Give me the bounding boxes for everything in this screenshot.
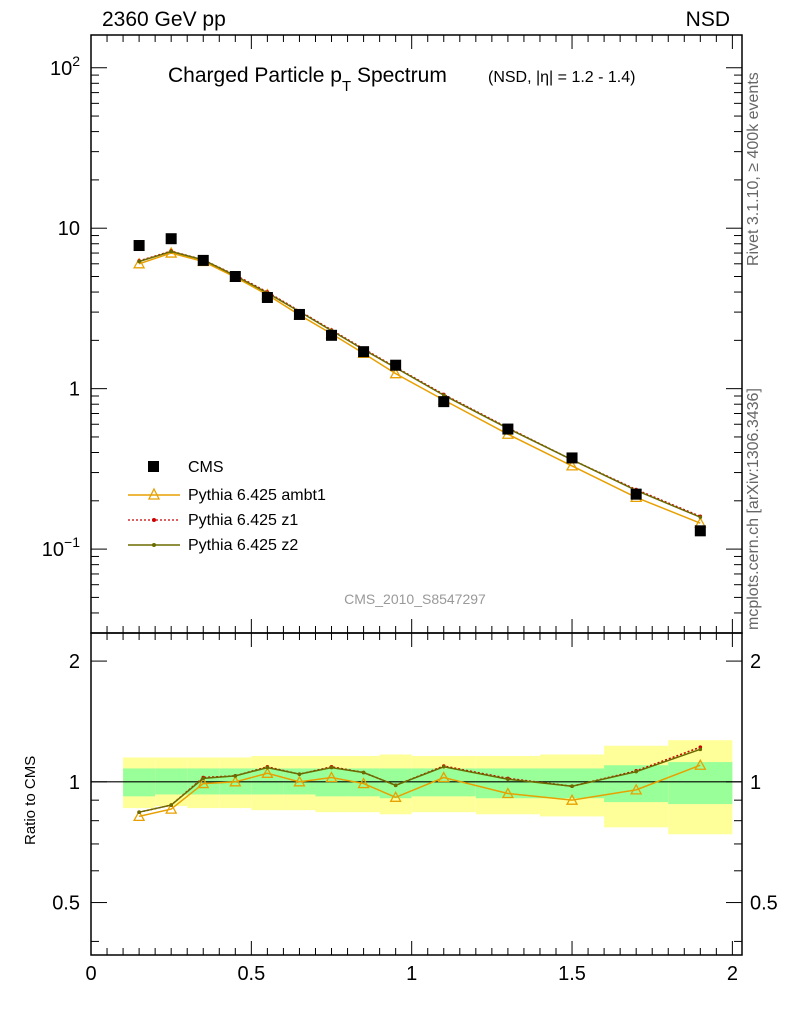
ratio-point-series-2 — [265, 765, 270, 770]
ratio-band-inner — [668, 762, 733, 805]
ratio-series-curves — [132, 745, 707, 822]
main-point-series-2 — [137, 259, 141, 264]
main-curve-series-0 — [138, 252, 701, 524]
ratio-y-axis-label: Ratio to CMS — [22, 755, 39, 845]
legend-z1-label: Pythia 6.425 z1 — [188, 512, 298, 529]
ratio-y-tick-label-right: 2 — [750, 651, 761, 673]
ratio-curve-series-2 — [138, 748, 701, 813]
ratio-y-tick-label-left: 0.5 — [52, 893, 80, 915]
legend-z2-marker — [152, 543, 156, 547]
ratio-point-series-2 — [393, 783, 398, 788]
x-tick-label: 0.5 — [237, 963, 265, 985]
title-subscript: T — [342, 78, 351, 95]
ratio-band-inner — [379, 768, 412, 799]
legend: CMS Pythia 6.425 ambt1 Pythia 6.425 z1 P… — [128, 459, 326, 554]
header-left: 2360 GeV pp — [102, 8, 226, 31]
x-tick-label: 1.5 — [558, 963, 586, 985]
cms-point — [502, 423, 514, 435]
cms-point — [326, 329, 338, 341]
main-curve-series-1 — [138, 250, 701, 518]
cms-point — [229, 271, 241, 283]
ratio-point-series-0 — [229, 775, 242, 787]
x-tick-label: 2 — [727, 963, 738, 985]
cms-point — [133, 240, 145, 252]
y-tick-label: 10 — [58, 218, 80, 240]
ratio-point-series-0 — [630, 783, 643, 795]
ratio-y-tick-label-left: 1 — [69, 772, 80, 794]
ratio-point-series-0 — [357, 777, 370, 789]
ratio-point-series-2 — [698, 747, 703, 752]
ratio-point-series-0 — [165, 802, 178, 814]
cms-point — [197, 254, 209, 266]
watermark: CMS_2010_S8547297 — [344, 591, 486, 607]
main-curve-series-2 — [138, 250, 701, 518]
legend-ambt1-label: Pythia 6.425 ambt1 — [188, 487, 326, 504]
ratio-point-series-2 — [634, 769, 638, 774]
cms-data-points — [133, 233, 706, 537]
ratio-plot-frame — [90, 632, 743, 956]
ratio-point-series-0 — [694, 758, 707, 770]
main-point-series-0 — [389, 367, 402, 379]
ratio-point-series-2 — [506, 777, 510, 782]
ratio-y-tick-label-right: 0.5 — [750, 893, 778, 915]
ratio-point-series-2 — [233, 774, 238, 778]
ratio-y-tick-label-right: 1 — [750, 772, 761, 794]
x-tick-label: 1 — [406, 963, 417, 985]
main-point-series-0 — [565, 459, 579, 471]
ratio-point-series-2 — [570, 784, 574, 789]
chart-title: Charged Particle pT Spectrum — [168, 64, 447, 95]
y-tick-label: 1 — [69, 379, 80, 401]
legend-cms-marker — [148, 461, 159, 472]
cms-point — [694, 525, 706, 537]
side-label-bottom: mcplots.cern.ch [arXiv:1306.3436] — [745, 388, 762, 630]
ratio-point-series-2 — [201, 776, 206, 781]
ratio-point-series-0 — [565, 793, 579, 805]
ratio-uncertainty-bands — [123, 740, 733, 835]
cms-point — [630, 488, 642, 500]
legend-z2-label: Pythia 6.425 z2 — [188, 537, 298, 554]
axis-ticks — [90, 35, 742, 955]
title-main2: Spectrum — [351, 64, 447, 87]
y-tick-label: 10−1 — [42, 534, 80, 561]
ratio-point-series-2 — [361, 770, 366, 775]
legend-z1-marker — [152, 518, 156, 522]
ratio-point-series-2 — [297, 772, 302, 776]
cms-point — [165, 233, 177, 245]
ratio-point-series-0 — [293, 775, 306, 787]
header-right: NSD — [685, 8, 730, 31]
ratio-point-series-0 — [132, 810, 146, 822]
ratio-point-series-2 — [441, 765, 446, 769]
main-point-series-2 — [169, 249, 173, 254]
cms-point — [390, 359, 402, 371]
ratio-point-series-0 — [325, 771, 338, 783]
ratio-point-series-0 — [389, 790, 402, 802]
ratio-point-series-0 — [501, 787, 515, 799]
cms-point — [566, 452, 578, 464]
main-point-series-0 — [132, 257, 146, 269]
y-tick-label: 102 — [50, 53, 80, 80]
ratio-point-series-0 — [197, 777, 210, 789]
cms-point — [261, 291, 273, 303]
ratio-point-series-2 — [329, 765, 334, 770]
cms-point — [293, 308, 305, 320]
tick-labels: 0 0.5 1 1.5 2 102 10 1 10−1 0.5 0.5 1 1 2 2 — [42, 53, 778, 985]
title-extra: (NSD, |η| = 1.2 - 1.4) — [488, 69, 635, 86]
ratio-y-tick-label-left: 2 — [69, 651, 80, 673]
ratio-curve-series-0 — [138, 764, 701, 818]
cms-point — [438, 396, 450, 408]
main-point-series-2 — [441, 393, 446, 398]
ratio-point-series-2 — [169, 803, 173, 807]
main-point-series-2 — [698, 515, 703, 520]
legend-ambt1-marker — [147, 487, 161, 500]
ratio-point-series-2 — [137, 810, 141, 814]
ratio-point-series-0 — [261, 766, 274, 778]
legend-cms-label: CMS — [188, 459, 224, 476]
x-tick-label: 0 — [85, 963, 96, 985]
side-label-top: Rivet 3.1.10, ≥ 400k events — [745, 72, 762, 266]
title-main: Charged Particle p — [168, 64, 342, 87]
cms-point — [358, 346, 370, 358]
ratio-point-series-0 — [437, 771, 450, 783]
main-series-curves — [132, 246, 707, 528]
